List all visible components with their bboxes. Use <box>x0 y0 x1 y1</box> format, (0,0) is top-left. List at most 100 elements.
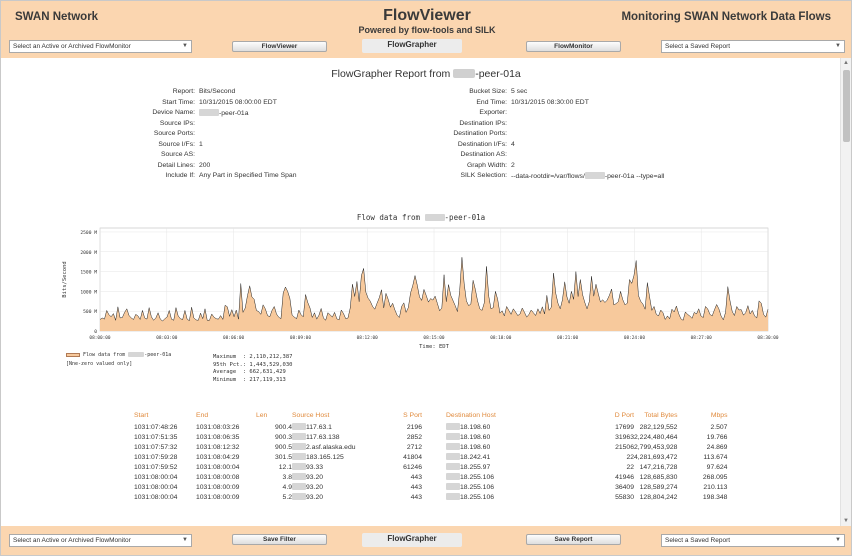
table-cell: 18.255.97 <box>446 462 582 472</box>
table-row: 1031:07:59:52 1031:08:00:04 12.1 93.33 61246… <box>134 462 727 472</box>
y-tick-label: 1000 M <box>80 289 97 295</box>
x-tick-label: 08:06:00 <box>223 335 245 341</box>
table-cell: 147,216,728 <box>639 463 678 471</box>
table-spacer <box>422 462 446 472</box>
table-cell: 18.255.106 <box>446 482 582 492</box>
scroll-down-icon[interactable]: ▼ <box>843 518 849 524</box>
cell-text: 18.198.60 <box>460 444 491 451</box>
table-cell: 183.165.125 <box>292 452 396 462</box>
table-row: 1031:07:57:32 1031:08:12:32 900.5 2.asf.ala… <box>134 442 727 452</box>
table-cell: 268.095 <box>702 473 728 481</box>
chevron-down-icon: ▼ <box>182 43 188 49</box>
param-value: 10/31/2015 08:00:00 EDT <box>199 98 277 106</box>
x-tick-label: 08:27:00 <box>691 335 713 341</box>
save-report-button[interactable]: Save Report <box>526 534 621 545</box>
table-cell: 1031:08:00:09 <box>196 483 240 491</box>
table-spacer <box>422 408 446 422</box>
table-spacer <box>422 472 446 482</box>
table-spacer <box>422 442 446 452</box>
cell-text: 93.20 <box>306 474 324 481</box>
table-cell: 41946 <box>615 473 634 481</box>
table-cell: 1031:08:03:26 <box>196 423 240 431</box>
param-label: Detail Lines: <box>157 161 195 169</box>
table-cell: 282,129,552 <box>639 423 678 431</box>
table-spacer <box>422 492 446 502</box>
table-row: 1031:08:00:04 1031:08:00:08 3.8 93.20 443 18.… <box>134 472 727 482</box>
saved-report-select-value: Select a Saved Report <box>665 537 731 544</box>
table-cell: 210.113 <box>703 483 728 491</box>
redacted-text <box>292 443 306 450</box>
flow-table: Start End Len Source Host S Port Destination … <box>134 408 727 502</box>
param-label: Source I/Fs: <box>158 140 195 148</box>
flowgrapher-button-bottom[interactable]: FlowGrapher <box>362 533 462 547</box>
redacted-text <box>446 473 460 480</box>
table-row: 1031:08:00:04 1031:08:00:09 4.9 93.20 443 18.… <box>134 482 727 492</box>
flowmonitor-select[interactable]: Select an Active or Archived FlowMonitor… <box>9 40 192 53</box>
table-row: 1031:07:48:26 1031:08:03:26 900.4 117.63.1 2… <box>134 422 727 432</box>
x-tick-label: 08:00:00 <box>89 335 111 341</box>
redacted-text <box>424 214 445 221</box>
table-cell: 1031:08:00:09 <box>196 493 240 501</box>
column-header: Destination Host <box>446 411 496 419</box>
stat-row: 95th Pct.: 1,443,529,030 <box>213 362 292 370</box>
table-cell: 1031:08:06:35 <box>196 433 240 441</box>
table-cell: 117.63.1 <box>292 422 396 432</box>
flowmonitor-select-bottom[interactable]: Select an Active or Archived FlowMonitor… <box>9 534 192 547</box>
param-value: 200 <box>199 161 211 169</box>
redacted-text <box>292 433 306 440</box>
flowviewer-button[interactable]: FlowViewer <box>232 41 327 52</box>
y-tick-label: 0 <box>94 329 97 335</box>
param-label: Source Ports: <box>153 130 195 137</box>
cell-text: 93.20 <box>306 494 324 501</box>
table-cell: 55830 <box>615 493 634 501</box>
stat-label: 95th Pct.: <box>213 361 247 368</box>
flowmonitor-button[interactable]: FlowMonitor <box>526 41 621 52</box>
x-axis-label: Time: EDT <box>419 344 449 350</box>
column-header: Source Host <box>292 411 330 419</box>
flowgrapher-button[interactable]: FlowGrapher <box>362 39 462 53</box>
y-tick-label: 1500 M <box>80 270 97 276</box>
save-filter-button[interactable]: Save Filter <box>232 534 327 545</box>
param-value: 1 <box>199 140 203 148</box>
table-cell: 2852 <box>406 433 422 441</box>
table-cell: 18.198.60 <box>446 432 582 442</box>
scrollbar-thumb[interactable] <box>843 70 850 142</box>
report-title: FlowGrapher Report from -peer-01a <box>251 68 601 80</box>
redacted-text <box>446 443 460 450</box>
cell-text: 18.242.41 <box>460 454 491 461</box>
table-cell: 1031:07:57:32 <box>134 443 178 451</box>
y-tick-label: 2000 M <box>80 250 97 256</box>
table-cell: 900.3 <box>274 433 292 441</box>
param-label: Report: <box>172 88 195 95</box>
column-header: Total Bytes <box>644 411 678 419</box>
table-cell: 128,685,830 <box>639 473 678 481</box>
scroll-up-icon[interactable]: ▲ <box>843 60 849 66</box>
cell-text: 18.255.106 <box>460 494 495 501</box>
column-header: End <box>196 411 209 419</box>
param-value: Any Part in Specified Time Span <box>199 172 297 179</box>
vertical-scrollbar[interactable]: ▲ ▼ <box>840 58 851 526</box>
chevron-down-icon: ▼ <box>835 537 841 543</box>
column-header: D Port <box>614 411 634 419</box>
x-tick-label: 08:18:00 <box>490 335 512 341</box>
param-value: 10/31/2015 08:30:00 EDT <box>511 98 589 106</box>
param-value: 5 sec <box>511 88 528 95</box>
chevron-down-icon: ▼ <box>835 43 841 49</box>
footer-bar: Select an Active or Archived FlowMonitor… <box>1 526 851 555</box>
table-cell: 18.255.106 <box>446 472 582 482</box>
table-cell: 22 <box>626 463 634 471</box>
redacted-text <box>128 352 145 357</box>
stat-label: Maximum : <box>213 354 247 360</box>
saved-report-select-bottom[interactable]: Select a Saved Report ▼ <box>661 534 845 547</box>
x-tick-label: 08:24:00 <box>624 335 646 341</box>
table-cell: 1031:08:00:04 <box>134 473 178 481</box>
saved-report-select[interactable]: Select a Saved Report ▼ <box>661 40 845 53</box>
redacted-text <box>199 109 219 116</box>
cell-text: 183.165.125 <box>306 454 344 461</box>
legend-entry: Flow data from -peer-01a <box>66 352 171 358</box>
app-subtitle: Powered by flow-tools and SILK <box>358 25 496 35</box>
chart-legend: Flow data from -peer-01a [Nne-zero value… <box>66 352 171 367</box>
param-label: Destination I/Fs: <box>457 140 507 148</box>
y-tick-label: 2500 M <box>80 230 97 236</box>
table-cell: 61246 <box>403 463 422 471</box>
